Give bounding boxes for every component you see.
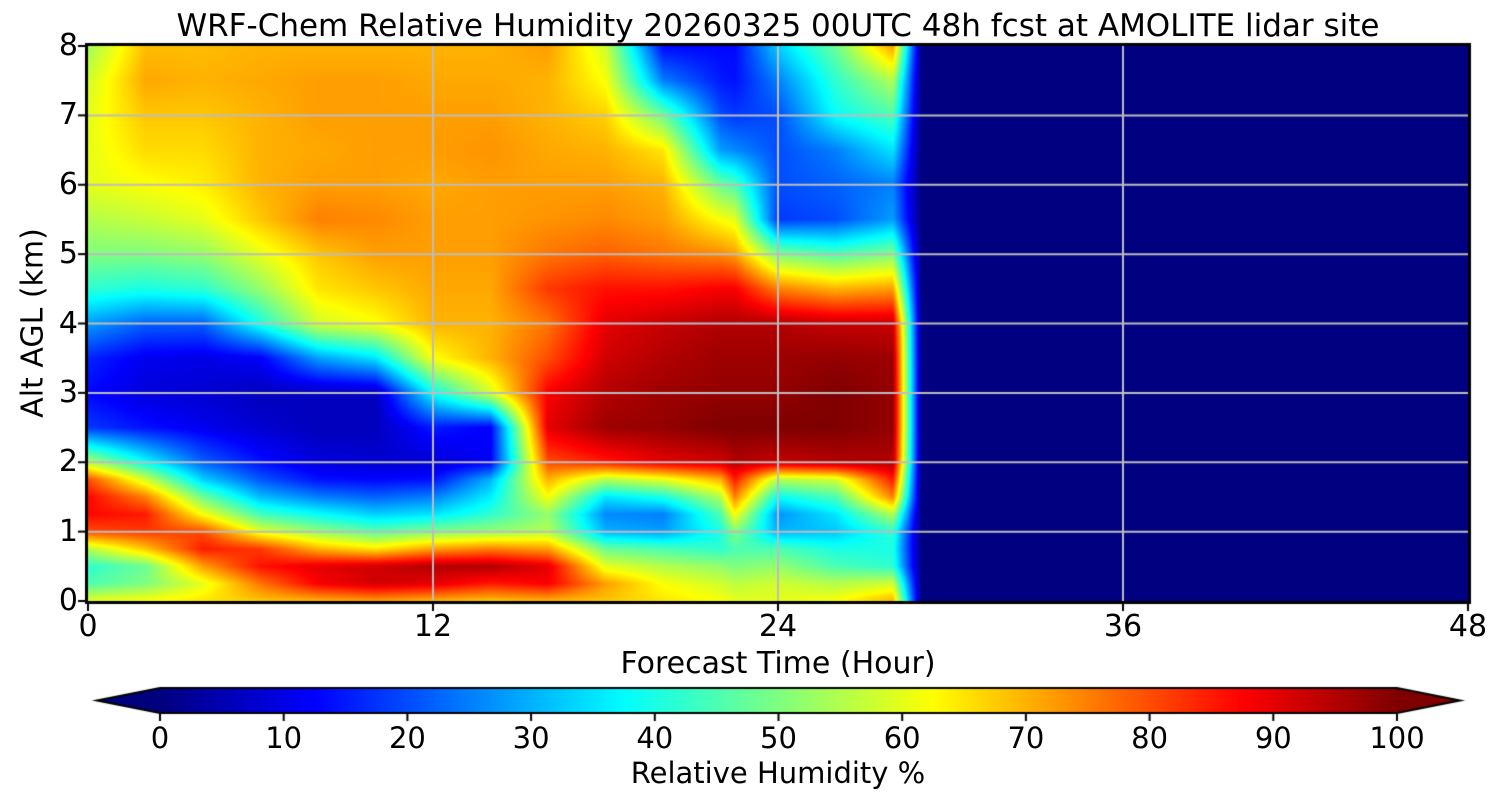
x-tick-label: 12 [413,609,453,644]
x-tick-label: 36 [1103,609,1143,644]
colorbar-tick-label: 70 [1007,721,1045,755]
chart-title: WRF-Chem Relative Humidity 20260325 00UT… [176,8,1380,44]
y-tick-label: 3 [58,374,78,410]
x-tick-label: 24 [758,609,798,644]
y-tick-label: 7 [58,97,78,133]
colorbar-tick-label: 100 [1369,721,1425,755]
y-tick-label: 4 [58,305,78,341]
y-tick-label: 8 [58,28,78,63]
colorbar-tick-label: 40 [636,721,674,755]
y-tick-label: 2 [58,444,78,480]
y-tick-label: 1 [58,513,78,549]
colorbar-tick-label: 20 [388,721,426,755]
x-tick-label: 0 [78,609,98,644]
x-tick-label: 48 [1448,609,1488,644]
colorbar-tick-label: 0 [150,721,170,755]
colorbar-tick-label: 30 [512,721,550,755]
y-tick-label: 5 [58,236,78,272]
colorbar-label: Relative Humidity % [630,756,926,790]
x-axis-label: Forecast Time (Hour) [620,646,936,681]
y-tick-label: 0 [58,583,78,618]
colorbar-tick-label: 60 [883,721,921,755]
colorbar-tick-label: 10 [265,721,303,755]
colorbar-tick-label: 90 [1254,721,1292,755]
colorbar-tick-label: 50 [760,721,797,755]
colorbar-tick-label: 80 [1131,721,1169,755]
y-tick-label: 6 [58,166,78,202]
